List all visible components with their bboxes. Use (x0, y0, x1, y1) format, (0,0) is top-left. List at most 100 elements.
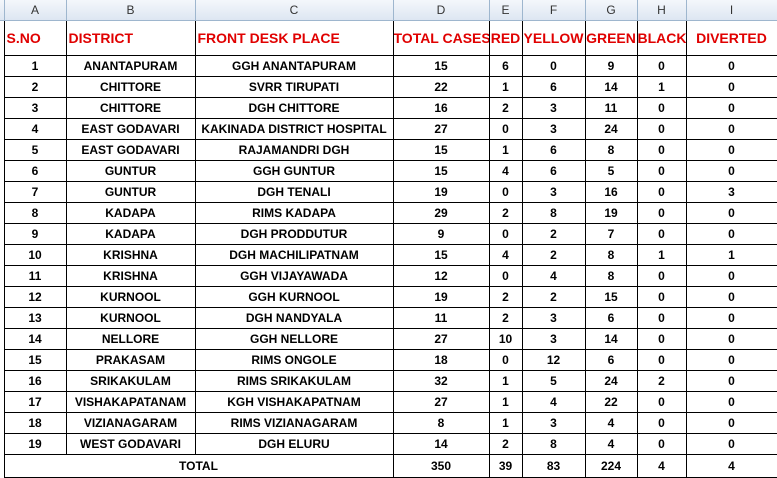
total-red-cell[interactable]: 39 (488, 454, 523, 478)
district-cell[interactable]: KADAPA (65, 202, 196, 224)
yellow-cell[interactable]: 3 (521, 181, 586, 203)
yellow-cell[interactable]: 4 (521, 391, 586, 413)
diverted-cell[interactable]: 0 (685, 433, 777, 455)
diverted-cell[interactable]: 3 (685, 181, 777, 203)
yellow-cell[interactable]: 2 (521, 244, 586, 266)
header-green[interactable]: GREEN (584, 20, 638, 56)
place-cell[interactable]: DGH TENALI (194, 181, 394, 203)
total-diverted-cell[interactable]: 4 (685, 454, 777, 478)
district-cell[interactable]: KURNOOL (65, 286, 196, 308)
diverted-cell[interactable]: 0 (685, 307, 777, 329)
yellow-cell[interactable]: 12 (521, 349, 586, 371)
column-header-c[interactable]: C (195, 0, 394, 21)
sno-cell[interactable]: 8 (3, 202, 67, 224)
district-cell[interactable]: NELLORE (65, 328, 196, 350)
total-cases-cell[interactable]: 27 (392, 328, 490, 350)
place-cell[interactable]: RIMS ONGOLE (194, 349, 394, 371)
district-cell[interactable]: WEST GODAVARI (65, 433, 196, 455)
place-cell[interactable]: DGH MACHILIPATNAM (194, 244, 394, 266)
yellow-cell[interactable]: 3 (521, 412, 586, 434)
diverted-cell[interactable]: 1 (685, 244, 777, 266)
red-cell[interactable]: 1 (488, 139, 523, 161)
header-black[interactable]: BLACK (636, 20, 687, 56)
place-cell[interactable]: DGH PRODDUTUR (194, 223, 394, 245)
red-cell[interactable]: 4 (488, 244, 523, 266)
green-cell[interactable]: 14 (584, 328, 638, 350)
diverted-cell[interactable]: 0 (685, 391, 777, 413)
black-cell[interactable]: 0 (636, 328, 687, 350)
header-total-cases[interactable]: TOTAL CASES (392, 20, 490, 56)
red-cell[interactable]: 4 (488, 160, 523, 182)
total-cases-cell[interactable]: 9 (392, 223, 490, 245)
select-all-corner[interactable] (0, 0, 5, 21)
sno-cell[interactable]: 16 (3, 370, 67, 392)
diverted-cell[interactable]: 0 (685, 76, 777, 98)
diverted-cell[interactable]: 0 (685, 349, 777, 371)
black-cell[interactable]: 0 (636, 412, 687, 434)
diverted-cell[interactable]: 0 (685, 286, 777, 308)
green-cell[interactable]: 8 (584, 139, 638, 161)
district-cell[interactable]: ANANTAPURAM (65, 55, 196, 77)
column-header-b[interactable]: B (66, 0, 196, 21)
district-cell[interactable]: KURNOOL (65, 307, 196, 329)
sno-cell[interactable]: 10 (3, 244, 67, 266)
district-cell[interactable]: CHITTORE (65, 76, 196, 98)
red-cell[interactable]: 6 (488, 55, 523, 77)
green-cell[interactable]: 8 (584, 244, 638, 266)
total-cases-cell[interactable]: 11 (392, 307, 490, 329)
total-cases-cell[interactable]: 29 (392, 202, 490, 224)
black-cell[interactable]: 1 (636, 76, 687, 98)
total-cases-cell[interactable]: 8 (392, 412, 490, 434)
yellow-cell[interactable]: 2 (521, 223, 586, 245)
diverted-cell[interactable]: 0 (685, 139, 777, 161)
red-cell[interactable]: 2 (488, 97, 523, 119)
sno-cell[interactable]: 19 (3, 433, 67, 455)
total-cases-cell[interactable]: 27 (392, 118, 490, 140)
place-cell[interactable]: SVRR TIRUPATI (194, 76, 394, 98)
sno-cell[interactable]: 13 (3, 307, 67, 329)
black-cell[interactable]: 0 (636, 181, 687, 203)
yellow-cell[interactable]: 8 (521, 202, 586, 224)
red-cell[interactable]: 1 (488, 76, 523, 98)
green-cell[interactable]: 15 (584, 286, 638, 308)
place-cell[interactable]: DGH ELURU (194, 433, 394, 455)
black-cell[interactable]: 0 (636, 55, 687, 77)
column-header-h[interactable]: H (637, 0, 687, 21)
red-cell[interactable]: 1 (488, 412, 523, 434)
red-cell[interactable]: 0 (488, 118, 523, 140)
sno-cell[interactable]: 9 (3, 223, 67, 245)
total-cases-cell[interactable]: 32 (392, 370, 490, 392)
sno-cell[interactable]: 1 (3, 55, 67, 77)
total-cases-cell[interactable]: 27 (392, 391, 490, 413)
place-cell[interactable]: GGH NELLORE (194, 328, 394, 350)
yellow-cell[interactable]: 4 (521, 265, 586, 287)
black-cell[interactable]: 0 (636, 223, 687, 245)
sno-cell[interactable]: 3 (3, 97, 67, 119)
district-cell[interactable]: CHITTORE (65, 97, 196, 119)
sno-cell[interactable]: 14 (3, 328, 67, 350)
green-cell[interactable]: 14 (584, 76, 638, 98)
place-cell[interactable]: RIMS VIZIANAGARAM (194, 412, 394, 434)
header-yellow[interactable]: YELLOW (521, 20, 586, 56)
place-cell[interactable]: RIMS KADAPA (194, 202, 394, 224)
green-cell[interactable]: 5 (584, 160, 638, 182)
black-cell[interactable]: 0 (636, 265, 687, 287)
header-district[interactable]: DISTRICT (65, 20, 196, 56)
green-cell[interactable]: 6 (584, 349, 638, 371)
district-cell[interactable]: KRISHNA (65, 244, 196, 266)
yellow-cell[interactable]: 6 (521, 160, 586, 182)
yellow-cell[interactable]: 2 (521, 286, 586, 308)
place-cell[interactable]: GGH ANANTAPURAM (194, 55, 394, 77)
red-cell[interactable]: 2 (488, 433, 523, 455)
total-cases-cell[interactable]: 14 (392, 433, 490, 455)
total-cases-cell[interactable]: 16 (392, 97, 490, 119)
total-cases-cell[interactable]: 12 (392, 265, 490, 287)
red-cell[interactable]: 0 (488, 223, 523, 245)
total-black-cell[interactable]: 4 (636, 454, 687, 478)
place-cell[interactable]: DGH NANDYALA (194, 307, 394, 329)
red-cell[interactable]: 10 (488, 328, 523, 350)
place-cell[interactable]: KAKINADA DISTRICT HOSPITAL (194, 118, 394, 140)
sno-cell[interactable]: 15 (3, 349, 67, 371)
green-cell[interactable]: 8 (584, 265, 638, 287)
diverted-cell[interactable]: 0 (685, 412, 777, 434)
